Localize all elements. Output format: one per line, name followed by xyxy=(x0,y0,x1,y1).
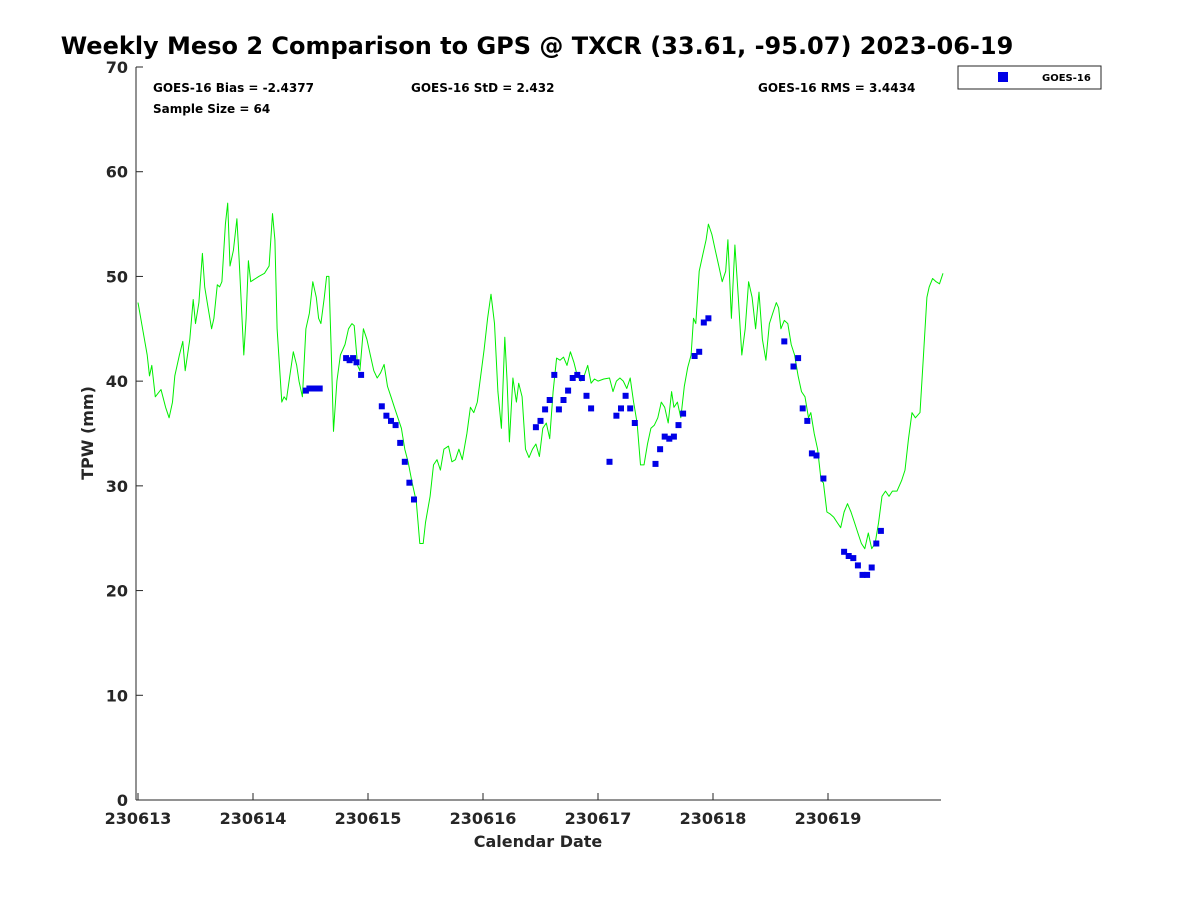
goes16-point xyxy=(346,357,353,364)
goes16-point xyxy=(873,540,880,547)
x-axis-ticks: 230613 230614 230615 230616 230617 230618 2306… xyxy=(105,793,862,828)
gps-line xyxy=(137,202,944,550)
goes16-point xyxy=(854,562,861,569)
goes16-point xyxy=(820,475,827,482)
goes16-point xyxy=(313,385,320,392)
plot-area xyxy=(136,67,941,800)
goes16-point xyxy=(799,405,806,412)
goes16-point xyxy=(622,392,629,399)
goes16-point xyxy=(696,348,703,355)
legend-box xyxy=(957,65,1102,90)
goes16-point xyxy=(574,371,581,378)
goes16-point xyxy=(652,460,659,467)
goes16-point xyxy=(546,397,553,403)
goes16-point xyxy=(795,355,802,362)
goes16-point xyxy=(781,338,788,345)
goes16-point xyxy=(401,458,408,465)
goes16-point xyxy=(666,435,673,442)
goes16-point xyxy=(864,571,871,578)
goes16-point xyxy=(845,553,852,559)
goes16-point xyxy=(358,371,365,378)
goes16-point xyxy=(691,353,698,359)
goes16-point xyxy=(627,405,634,412)
goes16-point xyxy=(705,315,712,322)
goes16-point xyxy=(309,385,316,392)
x-axis-label: Calendar Date xyxy=(474,832,603,851)
goes16-point xyxy=(583,392,590,399)
y-tick-label: 40 xyxy=(106,372,128,391)
sample-size-stat: Sample Size = 64 xyxy=(153,102,270,116)
goes16-point xyxy=(859,571,866,578)
goes16-point xyxy=(555,406,562,413)
x-tick-label: 230616 xyxy=(450,809,517,828)
goes16-point xyxy=(813,452,820,459)
goes16-point xyxy=(532,424,539,431)
goes16-point xyxy=(606,458,613,465)
legend-marker xyxy=(998,72,1008,82)
goes16-point xyxy=(537,417,544,424)
goes16-point xyxy=(542,406,549,413)
std-stat: GOES-16 StD = 2.432 xyxy=(411,81,554,95)
y-tick-label: 10 xyxy=(106,686,128,705)
y-tick-label: 60 xyxy=(106,163,128,182)
x-tick-label: 230619 xyxy=(795,809,862,828)
x-tick-label: 230615 xyxy=(335,809,402,828)
y-tick-label: 0 xyxy=(117,791,128,810)
goes16-point xyxy=(868,564,875,571)
goes16-point xyxy=(675,422,682,429)
x-tick-label: 230617 xyxy=(565,809,632,828)
goes16-point xyxy=(565,387,572,394)
y-tick-label: 20 xyxy=(106,582,128,601)
goes16-point xyxy=(618,405,624,412)
goes16-point xyxy=(661,433,668,440)
goes16-point xyxy=(578,375,585,381)
y-tick-label: 50 xyxy=(106,267,128,286)
goes16-point xyxy=(306,385,313,392)
y-axis-ticks: 0 10 20 30 40 50 60 70 xyxy=(106,58,143,810)
goes16-point xyxy=(670,433,677,440)
goes16-point xyxy=(343,355,350,362)
y-tick-label: 30 xyxy=(106,477,128,496)
x-tick-label: 230613 xyxy=(105,809,172,828)
goes16-point xyxy=(383,412,390,419)
goes16-point xyxy=(841,548,848,555)
goes16-point xyxy=(551,371,558,378)
goes16-point xyxy=(397,439,404,446)
goes16-point xyxy=(850,555,857,562)
goes16-series xyxy=(302,315,884,578)
x-tick-label: 230618 xyxy=(680,809,747,828)
goes16-point xyxy=(790,363,797,370)
goes16-point xyxy=(700,319,707,326)
chart-title: Weekly Meso 2 Comparison to GPS @ TXCR (… xyxy=(61,32,1014,60)
goes16-point xyxy=(302,387,309,394)
x-tick-label: 230614 xyxy=(220,809,287,828)
goes16-point xyxy=(406,479,413,486)
y-tick-label: 70 xyxy=(106,58,128,77)
goes16-point xyxy=(804,417,811,424)
rms-stat: GOES-16 RMS = 3.4434 xyxy=(758,81,915,95)
goes16-point xyxy=(657,446,664,453)
gps-series xyxy=(137,202,944,550)
goes16-point xyxy=(808,450,815,457)
goes16-point xyxy=(392,422,399,429)
goes16-point xyxy=(680,410,687,417)
y-axis-label: TPW (mm) xyxy=(78,386,97,480)
goes16-point xyxy=(411,496,417,503)
goes16-point xyxy=(316,385,323,392)
goes16-point xyxy=(877,527,884,534)
goes16-point xyxy=(588,405,595,412)
legend: GOES-16 xyxy=(957,65,1102,90)
goes16-point xyxy=(350,355,357,362)
goes16-point xyxy=(353,359,360,366)
legend-label: GOES-16 xyxy=(1042,73,1091,84)
bias-stat: GOES-16 Bias = -2.4377 xyxy=(153,81,314,95)
goes16-point xyxy=(388,417,394,424)
goes16-point xyxy=(560,397,567,403)
goes16-point xyxy=(613,412,620,419)
goes16-point xyxy=(569,375,576,381)
goes16-point xyxy=(378,403,385,410)
goes16-point xyxy=(631,420,638,426)
